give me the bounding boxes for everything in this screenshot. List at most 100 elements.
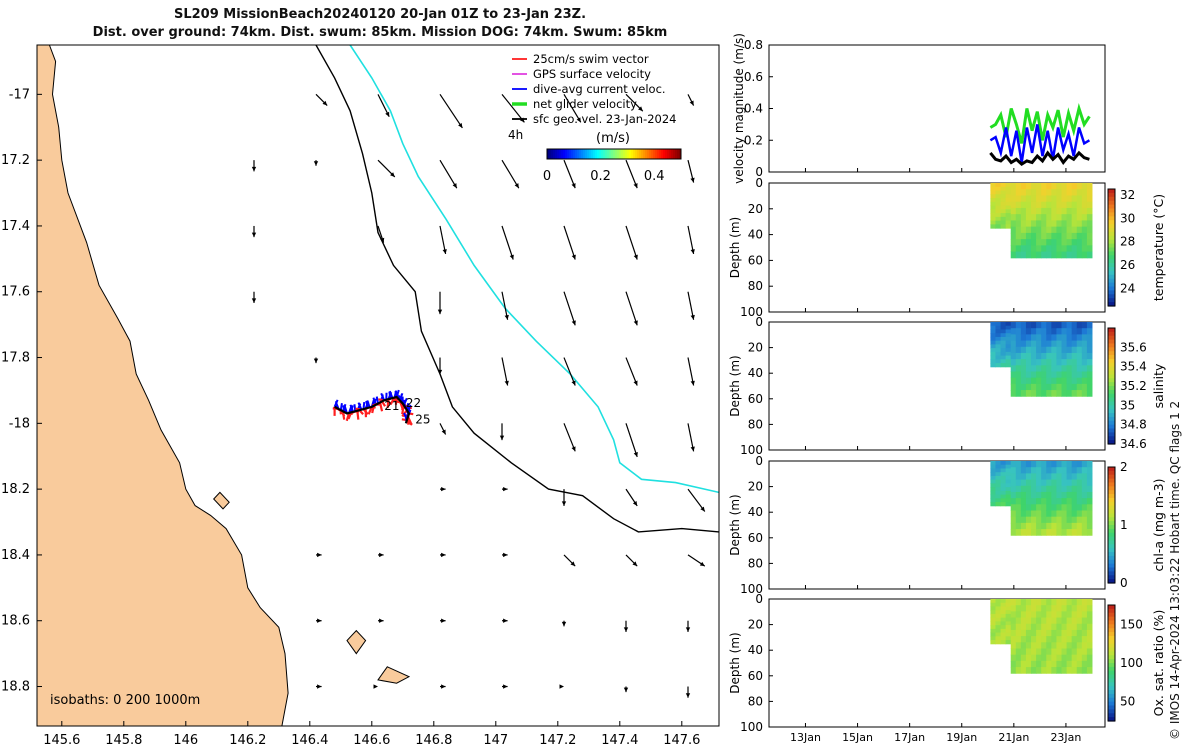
chla-cell (1036, 504, 1042, 511)
current-arrow (499, 423, 505, 441)
oxygen-cell (1051, 642, 1057, 649)
chla-cell (1015, 504, 1022, 511)
chla-cell (1036, 516, 1042, 524)
salinity-cell (1051, 322, 1057, 329)
salinity-cell (1015, 328, 1022, 335)
chla-cell (1086, 461, 1093, 468)
oxygen-cell (1041, 636, 1047, 643)
salinity-colorbar-tick-label: 35.4 (1120, 360, 1147, 374)
oxygen-cell (1076, 599, 1083, 606)
chla-cell (1010, 529, 1017, 536)
temperature-cell (1071, 195, 1078, 203)
oxygen-cell (1005, 610, 1012, 615)
temperature-cell (1061, 220, 1068, 228)
current-arrow (439, 225, 447, 255)
temperature-cell (1000, 213, 1007, 218)
temperature-cell (995, 216, 1002, 222)
temperature-cell (1081, 201, 1088, 209)
current-arrow (501, 291, 509, 320)
colorbar-cell (555, 149, 558, 159)
current-arrow (561, 489, 567, 506)
salinity-cell (1020, 390, 1027, 397)
chla-cell (1025, 498, 1032, 505)
oxygen-cell (1036, 642, 1042, 649)
salinity-cell (1076, 328, 1083, 335)
chla-cell (1071, 510, 1078, 518)
salinity-cell (1041, 359, 1047, 366)
chla-cell (1025, 522, 1032, 530)
colorbar-cell (551, 149, 554, 159)
salinity-cell (1071, 365, 1078, 372)
salinity-cell (1066, 377, 1073, 385)
salinity-cell (1061, 328, 1068, 335)
oxygen-cell (1061, 605, 1068, 612)
chla-colorbar-cell (1108, 536, 1115, 542)
temperature-cell (1046, 189, 1052, 196)
chla-cell (995, 483, 1002, 488)
chla-cell (1056, 491, 1063, 499)
salinity-cell (1010, 390, 1017, 397)
salinity-cell (1046, 371, 1052, 379)
current-arrow (687, 94, 695, 106)
chla-cell (1041, 498, 1047, 505)
oxygen-cell (1081, 617, 1088, 625)
salinity-cell (1041, 383, 1047, 391)
current-arrow-head (561, 621, 567, 627)
salinity-cell (1066, 352, 1073, 360)
map-xtick-label: 145.8 (105, 733, 142, 748)
current-arrow-head (441, 429, 446, 435)
temperature-cell (1020, 214, 1027, 221)
temperature-cell (1051, 214, 1057, 221)
chla-cell (1051, 529, 1057, 536)
salinity-cell (1005, 351, 1012, 357)
oxygen-cell (995, 617, 1002, 622)
salinity-cell (1086, 390, 1093, 397)
salinity-colorbar-cell (1108, 328, 1115, 333)
oxygen-cell (1010, 667, 1017, 674)
chla-cell (1015, 498, 1022, 505)
salinity-ytick-label: 80 (748, 417, 763, 431)
salinity-cell (1015, 371, 1022, 379)
current-arrow-shaft (687, 357, 695, 386)
salinity-colorbar-cell (1108, 358, 1115, 364)
salinity-cell (995, 344, 1002, 349)
oxygen-cell (1015, 636, 1022, 643)
current-arrow-head (690, 380, 695, 386)
map-content: 21 22 25 (37, 45, 719, 726)
colorbar-cell (633, 149, 636, 159)
salinity-colorbar-tick-label: 35 (1120, 398, 1135, 412)
chla-cell (1015, 473, 1022, 481)
chla-colorbar-cell (1108, 552, 1115, 557)
colorbar-cell (617, 149, 620, 159)
temperature-cell (1025, 201, 1032, 209)
oxygen-cell (1071, 636, 1078, 643)
salinity-cell (1041, 346, 1047, 354)
oxygen-cell (1020, 599, 1027, 606)
chla-colorbar-cell (1108, 544, 1115, 549)
temperature-cell (1020, 207, 1027, 215)
colorbar-cell (659, 149, 662, 159)
temperature-cell (1066, 226, 1073, 234)
temperature-cell (1076, 189, 1083, 196)
oxygen-cell (1025, 611, 1032, 619)
salinity-cell (1056, 322, 1063, 329)
chla-cell (1086, 504, 1093, 511)
oxygen-cell (1000, 610, 1007, 615)
chart-title-line2: Dist. over ground: 74km. Dist. swum: 85k… (92, 25, 668, 40)
salinity-colorbar-cell (1108, 424, 1115, 430)
current-arrow-head (317, 618, 322, 623)
oxygen-cell (990, 602, 996, 607)
oxygen-cell (1036, 617, 1042, 625)
colorbar-cell (609, 149, 612, 159)
oxygen-cell (1046, 617, 1052, 625)
salinity-colorbar-cell (1108, 374, 1115, 379)
oxygen-colorbar-cell (1108, 666, 1115, 672)
chla-cell (1061, 467, 1068, 474)
temperature-cell (1066, 183, 1073, 190)
salinity-cell (995, 340, 1002, 345)
chla-cell (1025, 473, 1032, 481)
colorbar-cell (547, 149, 550, 159)
oxygen-colorbar-cell (1108, 647, 1115, 652)
current-arrow-head (699, 561, 705, 567)
